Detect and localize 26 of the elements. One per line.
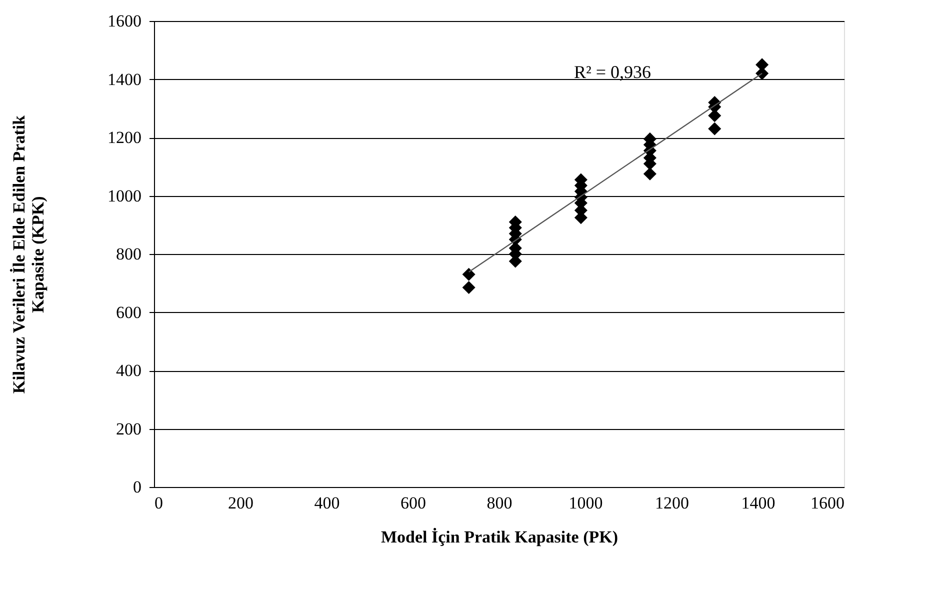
y-tick-label: 1000 bbox=[108, 186, 142, 206]
y-tick-label: 1600 bbox=[108, 12, 142, 30]
x-tick-label: 1600 bbox=[810, 494, 844, 512]
x-tick-label: 1400 bbox=[741, 494, 776, 512]
y-tick-label: 0 bbox=[133, 478, 142, 496]
point bbox=[462, 268, 476, 281]
x-tick-label: 1200 bbox=[655, 494, 689, 512]
y-axis-title: Kilavuz Verileri İle Elde Edilen Pratik Kapasite (KPK) bbox=[10, 114, 48, 394]
point bbox=[462, 280, 476, 294]
y-tick-label: 800 bbox=[116, 244, 142, 264]
y-tick-label: 400 bbox=[116, 361, 142, 380]
point bbox=[708, 122, 722, 136]
x-axis-title: Model İçin Pratik Kapasite (PK) bbox=[380, 528, 618, 546]
y-tick-label: 200 bbox=[116, 419, 142, 438]
x-tick-label: 200 bbox=[228, 494, 254, 512]
y-tick-label: 1400 bbox=[108, 70, 142, 89]
x-tick-label: 800 bbox=[486, 494, 512, 512]
x-tick-label: 400 bbox=[314, 494, 340, 512]
point bbox=[643, 167, 656, 180]
y-tick-label: 1200 bbox=[108, 128, 142, 147]
x-tick-label: 1000 bbox=[568, 494, 603, 512]
point bbox=[708, 109, 722, 122]
annotation: R² = 0,936 bbox=[574, 62, 652, 82]
x-tick-label: 0 bbox=[154, 494, 163, 512]
y-tick-label: 600 bbox=[116, 302, 142, 322]
x-tick-label: 600 bbox=[400, 494, 426, 512]
